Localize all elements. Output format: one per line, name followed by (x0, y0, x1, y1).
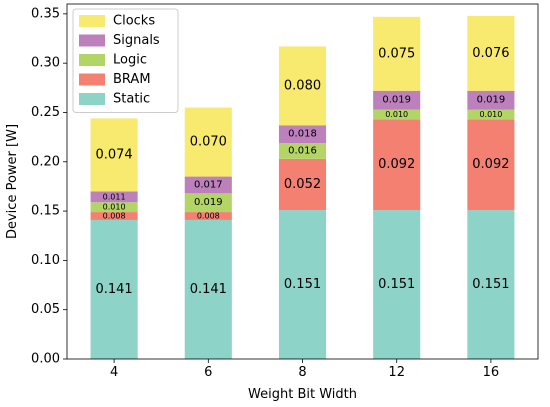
segment-label-bram-12: 0.092 (378, 157, 415, 172)
legend-swatch-signals (79, 34, 105, 47)
y-tick-label: 0.10 (31, 253, 60, 268)
bar-segment-bram-8 (278, 158, 327, 211)
bar-segment-signals-8 (278, 125, 327, 144)
bar-segment-static-6 (184, 219, 232, 359)
y-axis-label: Device Power [W] (5, 124, 20, 239)
segment-label-signals-12: 0.019 (382, 95, 411, 106)
bar-segment-logic-16 (467, 109, 515, 120)
legend-swatch-logic (79, 54, 105, 66)
bar-segment-signals-12 (373, 90, 421, 110)
bar-segment-signals-4 (90, 191, 138, 203)
bar-segment-bram-12 (373, 119, 421, 211)
segment-label-bram-6: 0.008 (197, 212, 220, 221)
bar-segment-logic-8 (278, 143, 327, 159)
bar-segment-clocks-12 (373, 16, 421, 91)
segment-label-clocks-6: 0.070 (190, 135, 227, 150)
segment-label-clocks-4: 0.074 (95, 147, 132, 162)
bar-segment-signals-6 (184, 176, 232, 194)
legend-label-clocks: Clocks (113, 14, 155, 29)
legend-swatch-static (79, 93, 105, 105)
y-tick-label: 0.00 (31, 352, 60, 367)
legend-swatch-bram (79, 73, 105, 86)
bar-segment-clocks-6 (184, 107, 232, 177)
y-axis: 0.00 0.05 0.10 0.15 0.20 0.25 0.30 0.35 (31, 6, 67, 367)
legend-label-signals: Signals (113, 33, 160, 48)
bar-segment-logic-4 (90, 202, 138, 213)
segment-label-clocks-8: 0.080 (284, 78, 321, 93)
bar-segment-bram-6 (184, 212, 232, 220)
bar-segment-bram-4 (90, 212, 138, 220)
segment-label-signals-16: 0.019 (477, 95, 506, 106)
segment-labels-layer: 0.1410.0080.0100.0110.0740.1410.0080.019… (95, 46, 509, 297)
x-tick-label: 6 (204, 365, 212, 380)
bar-segment-signals-16 (467, 90, 515, 110)
segment-label-logic-8: 0.016 (288, 145, 317, 156)
x-axis-label: Weight Bit Width (248, 387, 357, 402)
segment-label-bram-8: 0.052 (284, 177, 321, 192)
segment-label-static-8: 0.151 (284, 277, 321, 292)
legend-label-static: Static (113, 92, 150, 107)
segment-label-logic-4: 0.010 (103, 203, 126, 212)
bar-segment-clocks-8 (278, 46, 327, 126)
segment-label-logic-12: 0.010 (385, 110, 408, 119)
y-tick-label: 0.15 (31, 204, 60, 219)
bar-segment-static-8 (278, 210, 327, 359)
y-tick-label: 0.20 (31, 154, 60, 169)
segment-label-static-4: 0.141 (95, 282, 132, 297)
bar-segment-static-4 (90, 219, 138, 359)
segment-label-bram-16: 0.092 (472, 157, 509, 172)
segment-label-static-6: 0.141 (190, 282, 227, 297)
segment-label-signals-6: 0.017 (194, 179, 223, 190)
x-axis: 4 6 8 12 16 (110, 359, 499, 380)
segment-label-static-12: 0.151 (378, 277, 415, 292)
x-tick-label: 8 (298, 365, 306, 380)
segment-label-static-16: 0.151 (472, 277, 509, 292)
segment-label-bram-4: 0.008 (103, 212, 126, 221)
bar-segment-logic-6 (184, 193, 232, 213)
bar-segment-logic-12 (373, 109, 421, 120)
segment-label-clocks-12: 0.075 (378, 46, 415, 61)
segment-label-logic-6: 0.019 (194, 197, 223, 208)
segment-label-logic-16: 0.010 (479, 110, 502, 119)
segment-label-signals-4: 0.011 (103, 192, 126, 201)
y-tick-label: 0.25 (31, 105, 60, 120)
x-tick-label: 16 (483, 365, 500, 380)
x-tick-label: 4 (110, 365, 118, 380)
x-tick-label: 12 (388, 365, 405, 380)
bar-segment-clocks-4 (90, 118, 138, 192)
bar-segment-static-16 (467, 210, 515, 359)
y-tick-label: 0.05 (31, 302, 60, 317)
y-tick-label: 0.30 (31, 56, 60, 71)
legend-label-bram: BRAM (113, 72, 151, 87)
bar-segment-bram-16 (467, 119, 515, 211)
bar-segment-clocks-16 (467, 15, 515, 91)
legend-label-logic: Logic (113, 53, 147, 68)
y-tick-label: 0.35 (31, 6, 60, 21)
bars-layer (90, 15, 515, 359)
segment-label-signals-8: 0.018 (288, 129, 317, 140)
segment-label-clocks-16: 0.076 (472, 46, 509, 61)
legend: Clocks Signals Logic BRAM Static (72, 8, 179, 113)
legend-swatch-clocks (79, 15, 105, 27)
bar-segment-static-12 (373, 210, 421, 359)
